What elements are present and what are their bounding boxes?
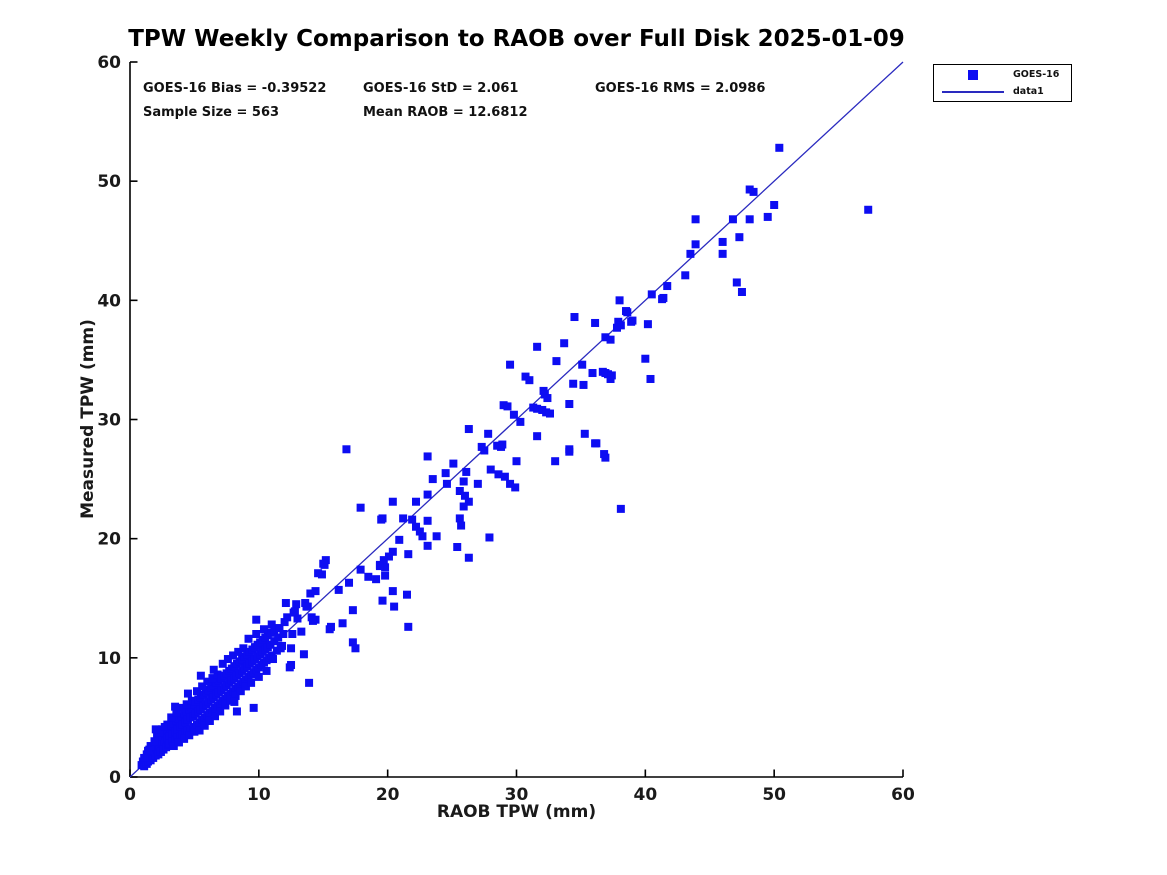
scatter-points	[137, 143, 873, 771]
legend-goes16-marker-icon	[942, 69, 1004, 80]
y-axis-label: Measured TPW (mm)	[78, 319, 98, 519]
svg-text:60: 60	[891, 785, 915, 805]
stat-sample-size: Sample Size = 563	[143, 105, 280, 120]
svg-text:50: 50	[762, 785, 786, 805]
svg-text:40: 40	[633, 785, 657, 805]
x-axis-label: RAOB TPW (mm)	[436, 802, 597, 822]
svg-text:50: 50	[97, 172, 121, 192]
chart-title: TPW Weekly Comparison to RAOB over Full …	[128, 26, 905, 52]
svg-text:20: 20	[97, 530, 121, 550]
legend: GOES-16 data1	[933, 64, 1072, 102]
svg-text:30: 30	[97, 411, 121, 431]
y-axis-ticks: 0 10 20 30 40 50 60	[97, 53, 138, 788]
stat-bias: GOES-16 Bias = -0.39522	[143, 81, 327, 96]
stat-std: GOES-16 StD = 2.061	[363, 81, 519, 96]
legend-item-goes16: GOES-16	[934, 67, 1071, 82]
svg-text:10: 10	[97, 649, 121, 669]
legend-data1-label: data1	[1013, 86, 1044, 97]
legend-goes16-label: GOES-16	[1013, 69, 1060, 80]
svg-text:0: 0	[109, 768, 121, 788]
svg-text:60: 60	[97, 53, 121, 73]
svg-text:40: 40	[97, 291, 121, 311]
legend-data1-line-icon	[942, 90, 1004, 93]
x-axis-ticks: 0 10 20 30 40 50 60	[124, 769, 915, 805]
svg-text:20: 20	[376, 785, 400, 805]
stat-rms: GOES-16 RMS = 2.0986	[595, 81, 766, 96]
svg-text:0: 0	[124, 785, 136, 805]
svg-text:30: 30	[505, 785, 529, 805]
legend-item-data1: data1	[934, 84, 1071, 99]
svg-text:10: 10	[247, 785, 271, 805]
stat-mean-raob: Mean RAOB = 12.6812	[363, 105, 528, 120]
